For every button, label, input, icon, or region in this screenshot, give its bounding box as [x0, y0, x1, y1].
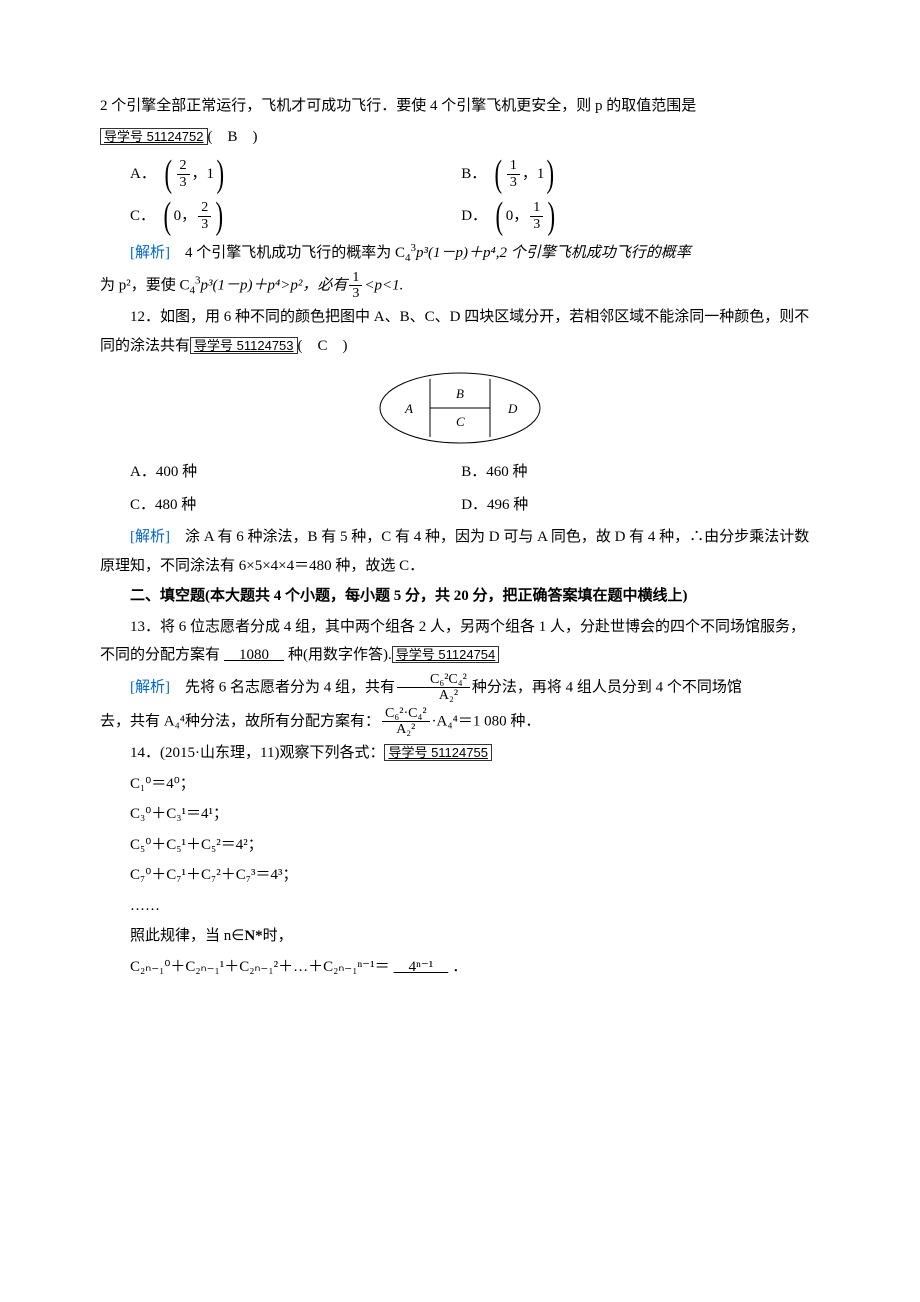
opt-c-label: C．: [130, 202, 155, 231]
q11-analysis: [解析] 4 个引擎飞机成功飞行的概率为 C43p³(1－p)＋p⁴,2 个引擎…: [100, 239, 820, 268]
q11-option-c: C． ( 0 ， 23 ): [130, 197, 461, 235]
opt-b-interval: ( 13 ， 1 ): [492, 155, 557, 193]
q14-link: 导学号 51124755: [384, 744, 492, 761]
q11-stem-cont: 2 个引擎全部正常运行，飞机才可成功飞行．要使 4 个引擎飞机更安全，则 p 的…: [100, 92, 820, 121]
lparen-icon: (: [495, 155, 503, 193]
ellipse-diagram-icon: A B C D: [370, 368, 550, 448]
q14-line-1: C₃⁰＋C₃¹＝4¹；: [100, 800, 820, 829]
q12-option-b: B．460 种: [461, 458, 792, 487]
q11-option-b: B． ( 13 ， 1 ): [461, 155, 792, 193]
section-2-title: 二、填空题(本大题共 4 个小题，每小题 5 分，共 20 分，把正确答案填在题…: [100, 582, 820, 611]
q14-stem: 14．(2015·山东理，11)观察下列各式：导学号 51124755: [100, 739, 820, 768]
q12-diagram: A B C D: [100, 368, 820, 448]
q14-blank: 4ⁿ⁻¹: [390, 959, 453, 975]
rparen-icon: ): [217, 155, 225, 193]
q11-link-line: 导学号 51124752( B ): [100, 123, 820, 152]
q11-link: 导学号 51124752: [100, 128, 208, 145]
region-d-label: D: [507, 401, 518, 416]
lparen-icon: (: [164, 197, 172, 235]
q13-link: 导学号 51124754: [392, 646, 500, 663]
q13-analysis-1: [解析] 先将 6 名志愿者分为 4 组，共有C₆²C₄²A₂²种分法，再将 4…: [100, 672, 820, 704]
opt-d-interval: ( 0 ， 13 ): [493, 197, 558, 235]
q13-analysis-2: 去，共有 A₄⁴种分法，故所有分配方案有：C₆²·C₄²A₂²·A₄⁴＝1 08…: [100, 706, 820, 738]
opt-a-interval: ( 23 ， 1 ): [162, 155, 227, 193]
q12-option-d: D．496 种: [461, 491, 792, 520]
q11-option-d: D． ( 0 ， 13 ): [461, 197, 792, 235]
q13-num: 13．: [130, 619, 160, 635]
q12-option-a: A．400 种: [130, 458, 461, 487]
q12-link: 导学号 51124753: [190, 337, 298, 354]
q14-tail: 照此规律，当 n∈N*时，: [100, 922, 820, 951]
lparen-icon: (: [164, 155, 172, 193]
q11-option-a: A． ( 23 ， 1 ): [130, 155, 461, 193]
q12-num: 12．: [130, 309, 160, 325]
analysis-label: [解析]: [130, 529, 170, 545]
paren-open: (: [208, 129, 228, 145]
q14-line-2: C₅⁰＋C₅¹＋C₅²＝4²；: [100, 831, 820, 860]
opt-b-label: B．: [461, 160, 486, 189]
q11-stem-text: 2 个引擎全部正常运行，飞机才可成功飞行．要使 4 个引擎飞机更安全，则 p 的…: [100, 98, 696, 114]
opt-c-interval: ( 0 ， 23 ): [161, 197, 226, 235]
analysis-label: [解析]: [130, 245, 170, 261]
q14-line-0: C₁⁰＝4⁰；: [100, 770, 820, 799]
analysis-label: [解析]: [130, 679, 170, 695]
lparen-icon: (: [496, 197, 504, 235]
q13-blank: 1080: [220, 647, 288, 663]
rparen-icon: ): [548, 197, 556, 235]
q13-stem: 13．将 6 位志愿者分成 4 组，其中两个组各 2 人，另两个组各 1 人，分…: [100, 613, 820, 670]
region-b-label: B: [456, 386, 464, 401]
q12-answer: C: [318, 338, 328, 354]
q14-num: 14．: [130, 745, 160, 761]
q11-answer: B: [228, 129, 238, 145]
q11-options: A． ( 23 ， 1 ) B． ( 13 ， 1 ) C． ( 0 ， 23 …: [130, 153, 820, 237]
q12-option-c: C．480 种: [130, 491, 461, 520]
q14-equation: C₂ₙ₋₁⁰＋C₂ₙ₋₁¹＋C₂ₙ₋₁²＋…＋C₂ₙ₋₁ⁿ⁻¹＝ 4ⁿ⁻¹ ．: [100, 953, 820, 982]
region-c-label: C: [456, 414, 465, 429]
paren-close: ): [238, 129, 258, 145]
region-a-label: A: [404, 401, 413, 416]
q14-line-3: C₇⁰＋C₇¹＋C₇²＋C₇³＝4³；: [100, 861, 820, 890]
q12-stem: 12．如图，用 6 种不同的颜色把图中 A、B、C、D 四块区域分开，若相邻区域…: [100, 303, 820, 360]
opt-a-label: A．: [130, 160, 156, 189]
q11-analysis-2: 为 p²，要使 C43p³(1－p)＋p⁴>p²，必有13<p<1.: [100, 270, 820, 302]
rparen-icon: ): [547, 155, 555, 193]
rparen-icon: ): [216, 197, 224, 235]
q14-line-4: ……: [100, 892, 820, 921]
q12-analysis: [解析] 涂 A 有 6 种涂法，B 有 5 种，C 有 4 种，因为 D 可与…: [100, 523, 820, 580]
q12-options: A．400 种 B．460 种 C．480 种 D．496 种: [130, 456, 820, 521]
opt-d-label: D．: [461, 202, 487, 231]
